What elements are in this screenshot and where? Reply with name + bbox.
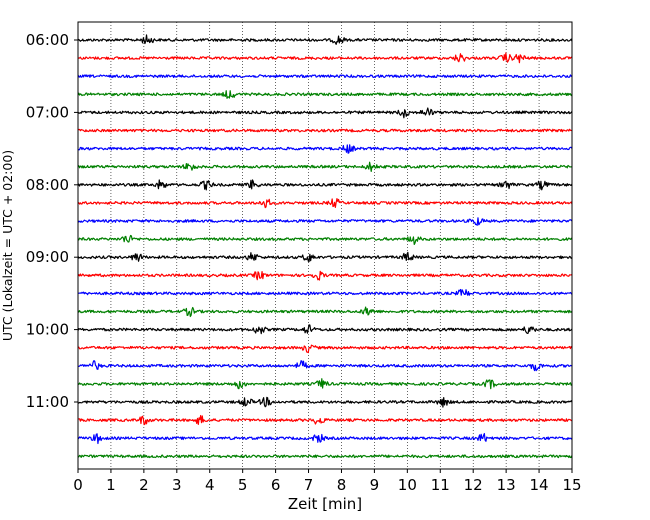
trace-line [77,34,573,45]
x-tick-label: 2 [139,476,149,494]
x-tick-label: 4 [205,476,215,494]
trace-line [77,324,573,335]
trace-line [77,251,573,263]
trace-line [77,128,573,133]
x-axis: 0 1 2 3 4 5 6 7 8 9 10 11 12 13 14 15 [73,469,582,494]
trace-line [77,217,573,226]
x-tick-label: 7 [304,476,314,494]
trace-line [77,198,573,209]
x-tick-label: 9 [370,476,380,494]
trace-line [77,344,573,354]
trace-line [77,90,573,99]
trace-line [77,52,573,64]
plot-frame [77,21,573,470]
trace-line [77,432,573,445]
trace-line [77,378,573,390]
x-tick-label: 0 [73,476,83,494]
x-tick-label: 12 [464,476,483,494]
x-tick-label: 15 [562,476,581,494]
x-tick-label: 10 [398,476,417,494]
y-tick-label: 08:00 [26,176,69,194]
trace-line [77,144,573,154]
trace-line [77,179,573,191]
trace-line [77,306,573,318]
trace-line [77,360,573,372]
seismogram-traces [77,34,573,459]
x-tick-label: 14 [530,476,549,494]
trace-line [77,396,573,408]
x-tick-label: 13 [497,476,516,494]
y-tick-label: 11:00 [26,393,69,411]
x-tick-label: 8 [337,476,347,494]
x-tick-label: 1 [106,476,116,494]
trace-line [77,74,573,79]
y-tick-label: 06:00 [26,31,69,49]
y-tick-label: 07:00 [26,103,69,121]
x-tick-label: 5 [238,476,248,494]
x-tick-label: 6 [271,476,281,494]
y-tick-label: 09:00 [26,248,69,266]
x-tick-label: 3 [172,476,182,494]
y-tick-label: 10:00 [26,321,69,339]
trace-line [77,414,573,426]
trace-line [77,288,573,296]
trace-line [77,270,573,281]
trace-line [77,234,573,246]
trace-line [77,454,573,459]
trace-line [77,107,573,119]
x-tick-label: 11 [431,476,450,494]
x-axis-label: Zeit [min] [288,495,362,513]
trace-line [77,161,572,172]
y-axis: 06:00 07:00 08:00 09:00 10:00 11:00 [26,31,78,411]
y-axis-label: UTC (Lokalzeit = UTC + 02:00) [0,150,15,341]
